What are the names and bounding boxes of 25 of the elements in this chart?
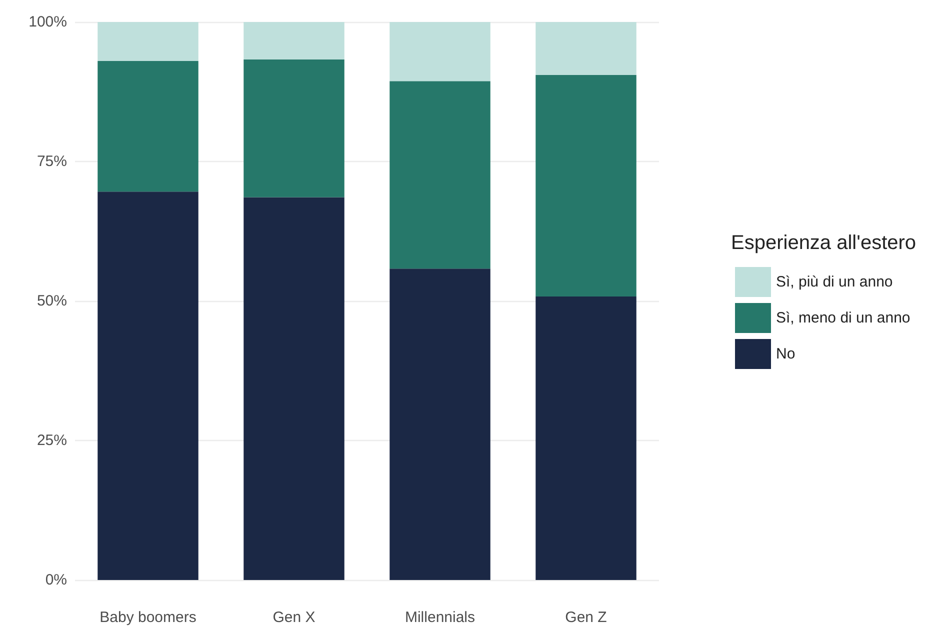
bar [244, 197, 344, 580]
legend-label: Sì, meno di un anno [776, 310, 910, 326]
bar [244, 59, 344, 198]
bar [536, 22, 636, 76]
bar [98, 192, 198, 580]
y-tick-label: 25% [36, 432, 67, 449]
legend-label: No [776, 346, 796, 362]
y-tick-label: 75% [36, 153, 67, 170]
bar [536, 75, 636, 297]
x-tick-label: Baby boomers [100, 609, 196, 626]
legend-title: Esperienza all'estero [731, 232, 916, 254]
bar [536, 296, 636, 580]
x-tick-label: Gen Z [565, 609, 607, 626]
y-tick-label: 100% [28, 14, 67, 30]
bar [390, 268, 490, 580]
bar [390, 22, 490, 82]
bar [390, 81, 490, 269]
y-tick-label: 50% [36, 292, 67, 310]
bar [98, 61, 198, 192]
bar [244, 22, 344, 60]
legend-label: Sì, più di un anno [776, 274, 893, 290]
x-tick-label: Millennials [404, 609, 476, 626]
y-tick-label: 0% [45, 572, 67, 588]
x-tick-label: Gen X [272, 609, 316, 626]
bar [98, 22, 198, 62]
